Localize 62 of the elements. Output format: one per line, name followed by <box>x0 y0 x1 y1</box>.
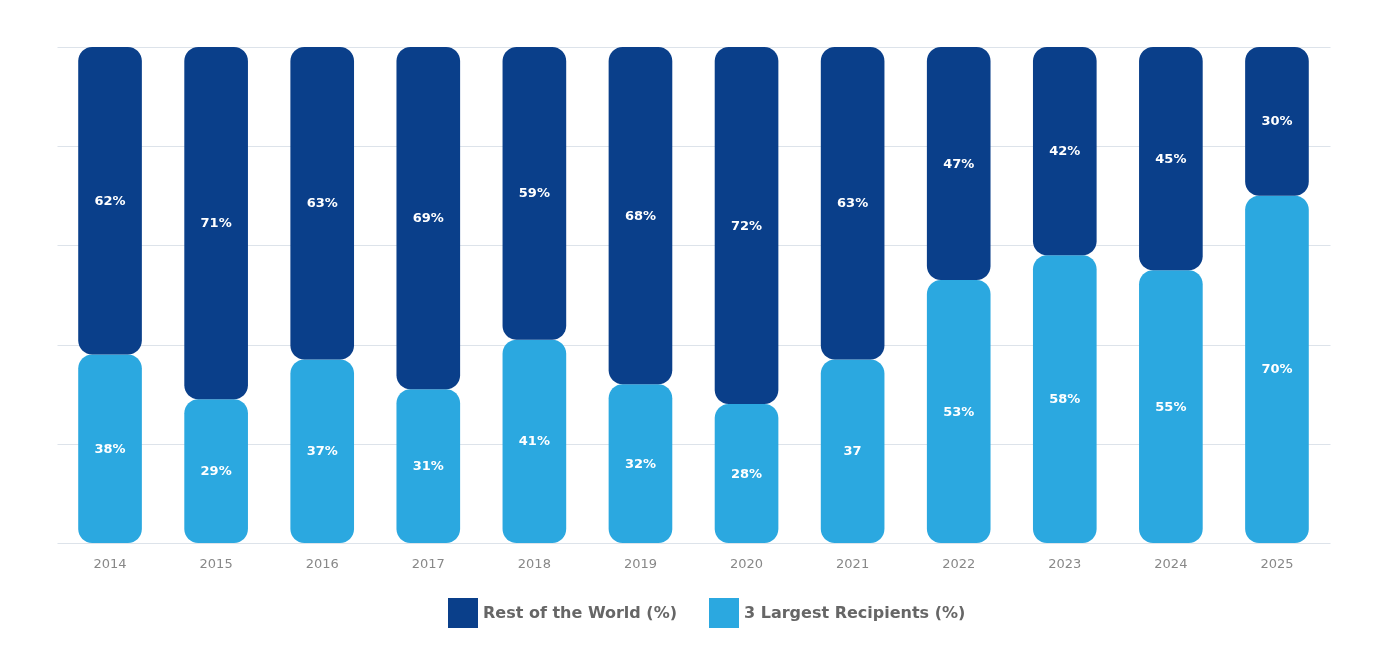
data-label: 41% <box>518 433 550 449</box>
bar <box>926 280 991 543</box>
x-tick-label: 2019 <box>623 555 658 571</box>
bar <box>502 47 567 340</box>
data-label: 38% <box>94 440 126 456</box>
bar <box>714 47 779 405</box>
bar <box>396 389 461 543</box>
x-tick-label: 2015 <box>199 555 233 571</box>
bar <box>290 47 355 360</box>
x-tick-label: 2020 <box>729 555 764 571</box>
bar <box>1139 270 1203 543</box>
data-label: 42% <box>1049 143 1081 159</box>
x-tick-label: 2021 <box>836 555 870 571</box>
data-label: 29% <box>200 463 232 479</box>
bar <box>1032 255 1097 543</box>
bar <box>820 47 885 360</box>
data-label: 58% <box>1049 391 1081 407</box>
data-label: 53% <box>943 403 975 419</box>
x-tick-label: 2024 <box>1154 555 1188 571</box>
bar <box>1139 47 1203 271</box>
data-label: 47% <box>943 155 975 171</box>
bar <box>184 47 248 400</box>
data-label: 28% <box>730 465 763 481</box>
bar <box>78 47 142 355</box>
data-label: 37% <box>306 443 338 459</box>
data-label: 31% <box>412 458 444 474</box>
bar <box>608 47 673 385</box>
data-label: 37 <box>843 443 862 459</box>
bar <box>714 404 779 543</box>
bar <box>1245 47 1309 196</box>
data-label: 63% <box>837 195 869 211</box>
bar <box>608 384 673 543</box>
data-label: 71% <box>200 215 232 231</box>
bar <box>78 354 142 543</box>
data-label: 45% <box>1155 150 1187 166</box>
bar <box>926 47 991 281</box>
data-label: 62% <box>94 192 126 208</box>
data-label: 70% <box>1261 361 1293 377</box>
bar <box>184 399 248 543</box>
bar <box>290 359 355 543</box>
legend-label: Rest of the World (%) <box>483 603 678 622</box>
bar <box>1032 47 1097 256</box>
x-tick-label: 2014 <box>93 555 127 571</box>
data-label: 68% <box>624 207 657 223</box>
data-label: 32% <box>624 455 657 471</box>
x-tick-label: 2016 <box>305 555 339 571</box>
data-label: 55% <box>1155 398 1187 414</box>
data-label: 30% <box>1261 113 1293 129</box>
bar <box>1245 195 1309 543</box>
data-label: 69% <box>412 210 444 226</box>
x-tick-label: 2018 <box>517 555 551 571</box>
x-tick-label: 2023 <box>1048 555 1082 571</box>
x-tick-label: 2017 <box>411 555 445 571</box>
bar <box>820 359 885 543</box>
bar <box>502 339 567 543</box>
x-tick-label: 2022 <box>942 555 976 571</box>
data-label: 72% <box>730 217 763 233</box>
x-tick-label: 2025 <box>1260 555 1294 571</box>
legend-label: 3 Largest Recipients (%) <box>744 603 966 622</box>
bar <box>396 47 461 390</box>
data-label: 59% <box>518 185 550 201</box>
data-label: 63% <box>306 195 338 211</box>
